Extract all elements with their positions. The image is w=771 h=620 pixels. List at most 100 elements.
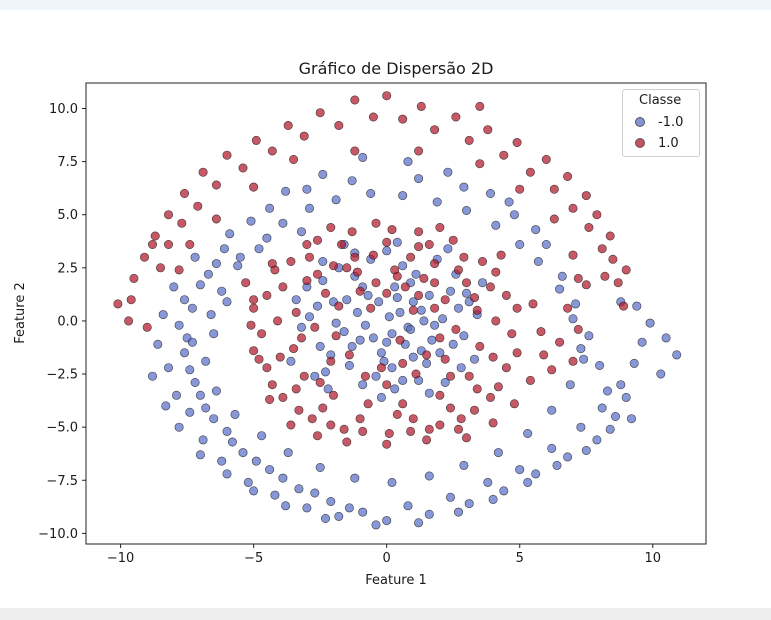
point-series-1-56: [501, 363, 511, 373]
point-series-0-96: [595, 360, 605, 370]
point-series-1-162: [475, 159, 485, 169]
point-series-1-49: [312, 235, 322, 245]
point-series-1-9: [411, 369, 421, 379]
point-series-1-130: [608, 254, 618, 264]
point-series-1-122: [563, 172, 573, 182]
point-series-1-179: [461, 433, 471, 443]
point-series-1-23: [299, 371, 309, 381]
point-series-0-150: [453, 507, 463, 517]
point-series-0-152: [371, 520, 381, 530]
point-series-1-117: [251, 135, 261, 145]
point-series-0-99: [195, 390, 205, 400]
point-series-0-139: [211, 259, 221, 269]
point-series-1-171: [174, 265, 184, 275]
point-series-1-83: [296, 333, 306, 343]
point-series-1-150: [211, 180, 221, 190]
point-series-1-90: [491, 267, 501, 277]
point-series-1-37: [488, 352, 498, 362]
point-series-0-98: [602, 386, 612, 396]
point-series-0-48: [371, 371, 381, 381]
point-series-0-130: [629, 358, 639, 368]
point-series-1-47: [347, 227, 357, 237]
point-series-0-85: [281, 186, 291, 196]
x-tick-label: 0: [383, 551, 391, 566]
point-series-1-55: [257, 329, 267, 339]
point-series-1-197: [267, 259, 277, 269]
point-series-1-84: [445, 371, 455, 381]
point-series-1-35: [491, 316, 501, 326]
point-series-1-88: [435, 223, 445, 233]
bottom-window-strip: [0, 608, 771, 620]
point-series-1-182: [568, 356, 578, 366]
legend-marker-pos1: [635, 138, 645, 148]
point-series-0-62: [392, 237, 402, 247]
y-tick-label: −5.0: [46, 421, 78, 436]
point-series-1-105: [382, 288, 392, 298]
legend-marker-neg1: [635, 117, 645, 127]
point-series-1-183: [563, 303, 573, 313]
point-series-0-66: [443, 244, 453, 254]
point-series-1-135: [124, 316, 134, 326]
point-series-1-80: [414, 242, 424, 252]
point-series-1-104: [408, 305, 418, 315]
point-series-1-165: [249, 182, 259, 192]
point-series-1-164: [414, 146, 424, 156]
point-series-0-69: [331, 318, 341, 328]
point-series-0-87: [246, 216, 256, 226]
point-series-0-165: [233, 261, 243, 271]
point-series-1-194: [422, 435, 432, 445]
point-series-1-26: [398, 399, 408, 409]
point-series-1-172: [573, 273, 583, 283]
point-series-1-189: [265, 394, 275, 404]
point-series-1-64: [384, 428, 394, 438]
point-series-0-0: [384, 312, 394, 322]
point-series-0-177: [555, 284, 565, 294]
point-series-0-80: [403, 157, 413, 167]
point-series-0-78: [358, 380, 368, 390]
point-series-1-187: [246, 320, 256, 330]
y-tick-label: −7.5: [46, 474, 78, 489]
point-series-1-74: [422, 350, 432, 360]
point-series-0-89: [219, 244, 229, 254]
point-series-1-147: [499, 150, 509, 160]
point-series-0-162: [187, 337, 197, 347]
legend-item-neg1: -1.0: [635, 114, 683, 130]
point-series-0-101: [209, 414, 219, 424]
point-series-1-124: [581, 191, 591, 201]
point-series-0-21: [304, 312, 314, 322]
point-series-1-108: [430, 278, 440, 288]
point-series-1-29: [424, 240, 434, 250]
point-series-1-96: [493, 382, 503, 392]
point-series-1-121: [198, 167, 208, 177]
point-series-0-155: [270, 490, 280, 500]
point-series-0-217: [249, 486, 259, 496]
point-series-1-112: [416, 101, 426, 111]
point-series-1-99: [294, 405, 304, 415]
point-series-1-199: [496, 250, 506, 260]
y-tick-label: 0.0: [57, 314, 78, 329]
point-series-1-48: [448, 235, 458, 245]
point-series-0-81: [358, 152, 368, 162]
point-series-1-52: [501, 290, 511, 300]
point-series-0-39: [347, 341, 357, 351]
point-series-1-43: [408, 414, 418, 424]
point-series-1-67: [414, 290, 424, 300]
point-series-1-195: [453, 424, 463, 434]
point-series-0-148: [523, 477, 533, 487]
point-series-1-128: [605, 231, 615, 241]
point-series-1-125: [164, 210, 174, 220]
point-series-0-211: [153, 339, 163, 349]
top-window-strip: [0, 0, 771, 10]
y-tick-label: 7.5: [57, 155, 78, 170]
point-series-1-157: [597, 244, 607, 254]
point-series-1-79: [312, 269, 322, 279]
point-series-0-156: [243, 477, 253, 487]
x-tick-label: 5: [516, 551, 524, 566]
legend-label-neg1: -1.0: [658, 114, 684, 130]
point-series-0-32: [469, 354, 479, 364]
point-series-1-19: [291, 307, 301, 317]
point-series-1-109: [342, 263, 352, 273]
point-series-0-17: [315, 341, 325, 351]
x-tick-label: 10: [645, 551, 662, 566]
point-series-0-143: [621, 392, 631, 402]
